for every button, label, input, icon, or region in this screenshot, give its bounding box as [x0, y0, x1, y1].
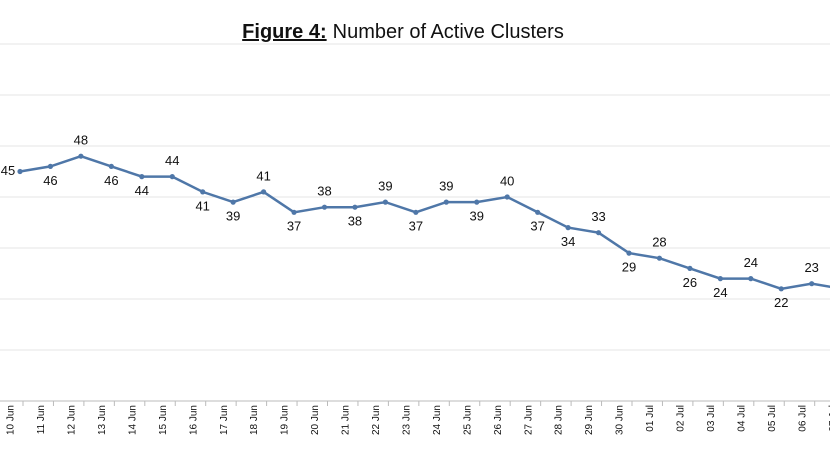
value-label: 23 — [804, 260, 818, 275]
value-label: 28 — [652, 235, 666, 250]
point — [565, 225, 571, 231]
x-tick-label: 19 Jun — [280, 405, 291, 435]
point — [717, 276, 723, 282]
value-label: 37 — [409, 219, 423, 234]
x-tick-label: 28 Jun — [554, 405, 565, 435]
value-label: 41 — [256, 168, 270, 183]
value-label: 41 — [195, 198, 209, 213]
point — [535, 209, 541, 215]
x-tick-label: 05 Jul — [767, 405, 778, 432]
x-tick-label: 10 Jun — [6, 405, 17, 435]
x-tick-label: 26 Jun — [493, 405, 504, 435]
x-tick-label: 04 Jul — [736, 405, 747, 432]
value-label: 39 — [439, 179, 453, 194]
point — [291, 209, 297, 215]
x-tick-label: 21 Jun — [341, 405, 352, 435]
x-tick-label: 23 Jun — [401, 405, 412, 435]
point — [413, 209, 419, 215]
value-label: 44 — [135, 183, 149, 198]
title-text: Number of Active Clusters — [333, 21, 564, 43]
value-label: 45 — [1, 163, 15, 178]
point — [748, 276, 754, 282]
chart-title: Figure 4: Number of Active Clusters — [242, 21, 564, 43]
x-tick-label: 17 Jun — [219, 405, 230, 435]
value-label: 39 — [378, 179, 392, 194]
value-label: 24 — [744, 255, 758, 270]
x-tick-label: 11 Jun — [36, 405, 47, 434]
x-tick-label: 12 Jun — [67, 405, 78, 435]
point — [47, 163, 54, 169]
point — [78, 153, 84, 159]
x-tick-label: 20 Jun — [310, 405, 321, 435]
point — [626, 250, 632, 256]
x-tick-label: 18 Jun — [249, 405, 260, 435]
value-label: 38 — [348, 214, 362, 229]
point — [17, 168, 23, 175]
x-tick-label: 07 Jul — [828, 405, 830, 432]
value-label: 40 — [500, 173, 514, 188]
line — [19, 154, 830, 291]
value-label: 22 — [774, 295, 788, 310]
point — [809, 281, 815, 287]
x-tick-label: 02 Jul — [676, 405, 687, 432]
value-label: 29 — [622, 260, 636, 275]
x-tick-label: 16 Jun — [188, 405, 199, 435]
x-tick-label: 14 Jun — [127, 405, 138, 435]
value-label: 48 — [74, 133, 88, 148]
value-label: 46 — [104, 173, 118, 188]
point — [778, 286, 784, 292]
value-label: 39 — [226, 209, 240, 224]
point — [261, 189, 267, 195]
point — [443, 199, 449, 205]
point — [687, 265, 693, 271]
point — [200, 189, 206, 195]
value-label: 26 — [683, 275, 697, 290]
value-label: 46 — [43, 173, 57, 188]
point — [139, 174, 145, 180]
x-tick-label: 29 Jun — [584, 405, 595, 435]
x-tick-label: 24 Jun — [432, 405, 443, 435]
point — [321, 204, 328, 210]
x-tick-label: 03 Jul — [706, 405, 717, 432]
title-label: Figure 4: — [242, 21, 326, 43]
point — [656, 255, 663, 261]
value-label: 33 — [591, 209, 605, 224]
x-tick-label: 22 Jun — [371, 405, 382, 435]
point — [595, 230, 602, 236]
x-tick-label: 15 Jun — [158, 405, 169, 435]
point — [108, 163, 114, 169]
x-tick-label: 30 Jun — [615, 405, 626, 435]
x-tick-label: 06 Jul — [797, 405, 808, 432]
point — [230, 199, 236, 205]
x-tick-label: 13 Jun — [97, 405, 108, 435]
point — [504, 194, 510, 200]
point — [474, 199, 480, 205]
point — [169, 174, 175, 180]
x-tick-label: 25 Jun — [462, 405, 473, 435]
value-label: 37 — [287, 219, 301, 234]
value-label: 44 — [165, 153, 179, 168]
x-tick-label: 27 Jun — [523, 405, 534, 435]
point — [352, 204, 358, 210]
value-label: 34 — [561, 234, 575, 249]
point — [382, 199, 388, 205]
value-label: 38 — [317, 184, 331, 199]
value-label: 37 — [530, 219, 544, 234]
value-label: 39 — [470, 209, 484, 224]
value-label: 24 — [713, 285, 727, 300]
x-tick-label: 01 Jul — [645, 405, 656, 432]
